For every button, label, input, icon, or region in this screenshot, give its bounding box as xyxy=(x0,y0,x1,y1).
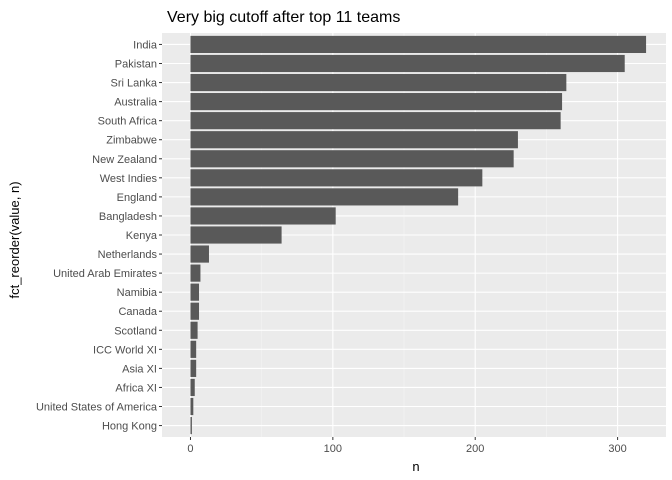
bar-bangladesh xyxy=(190,207,336,225)
bar-india xyxy=(190,35,647,54)
bar-united-arab-emirates xyxy=(190,264,201,282)
y-tick-label: Kenya xyxy=(126,230,158,242)
bar-england xyxy=(190,188,459,206)
y-tick-label: New Zealand xyxy=(92,154,157,166)
y-tick-label: Scotland xyxy=(114,325,157,337)
x-axis: 0 100 200 300 xyxy=(187,437,627,455)
bar-west-indies xyxy=(190,169,483,187)
y-tick-label: Namibia xyxy=(117,287,158,299)
y-tick-label: Sri Lanka xyxy=(111,78,158,90)
bar-south-africa xyxy=(190,112,561,130)
x-tick-label: 200 xyxy=(466,443,484,455)
bar-kenya xyxy=(190,226,282,244)
bar-sri-lanka xyxy=(190,73,567,92)
bar-australia xyxy=(190,93,563,111)
y-axis: India Pakistan Sri Lanka Australia South Afr… xyxy=(36,39,162,433)
bar-hong-kong xyxy=(190,416,192,435)
y-tick-label: Canada xyxy=(118,306,157,318)
y-tick-label: Zimbabwe xyxy=(106,135,157,147)
x-tick-label: 0 xyxy=(187,443,193,455)
y-tick-label: ICC World XI xyxy=(93,344,157,356)
x-tick-label: 300 xyxy=(608,443,626,455)
y-tick-label: West Indies xyxy=(100,173,158,185)
bar-africa-xi xyxy=(190,378,195,397)
bar-netherlands xyxy=(190,245,209,263)
x-axis-title: n xyxy=(412,459,419,474)
y-tick-label: Bangladesh xyxy=(99,211,157,223)
y-tick-label: Pakistan xyxy=(115,58,157,70)
bar-canada xyxy=(190,302,200,320)
bar-zimbabwe xyxy=(190,131,518,149)
y-tick-label: Netherlands xyxy=(98,249,158,261)
bar-pakistan xyxy=(190,54,625,73)
y-tick-label: South Africa xyxy=(98,116,158,128)
y-tick-label: England xyxy=(117,192,157,204)
y-tick-label: United States of America xyxy=(36,402,158,414)
bar-icc-world-xi xyxy=(190,340,197,358)
bar-asia-xi xyxy=(190,359,197,377)
bar-scotland xyxy=(190,321,198,339)
bar-namibia xyxy=(190,283,200,301)
y-tick-label: Hong Kong xyxy=(102,421,157,433)
y-axis-title: fct_reorder(value, n) xyxy=(7,181,22,298)
bars xyxy=(190,35,647,435)
y-tick-label: Asia XI xyxy=(122,363,157,375)
y-tick-label: India xyxy=(133,39,158,51)
y-tick-label: United Arab Emirates xyxy=(53,268,157,280)
bar-united-states-of-america xyxy=(190,397,194,416)
y-tick-label: Australia xyxy=(114,97,158,109)
chart-title: Very big cutoff after top 11 teams xyxy=(167,9,400,26)
bar-new-zealand xyxy=(190,150,514,168)
y-tick-label: Africa XI xyxy=(115,382,157,394)
x-tick-label: 100 xyxy=(324,443,342,455)
